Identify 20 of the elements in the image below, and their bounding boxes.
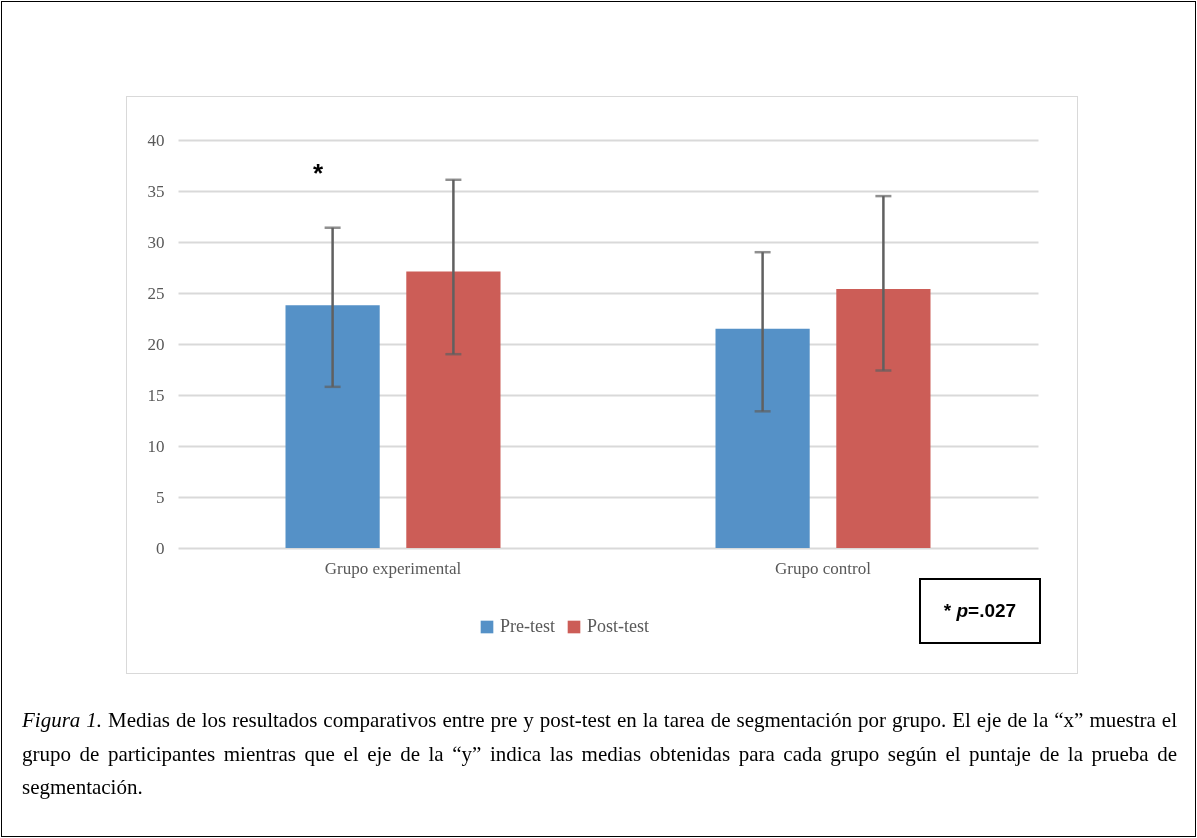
text: * p=.027 (919, 578, 1041, 644)
x-tick-label: Grupo experimental (324, 558, 462, 578)
bar (406, 271, 501, 548)
y-tick-label: 40 (147, 130, 165, 150)
bar (715, 328, 810, 548)
annotation: * (313, 158, 324, 189)
y-tick-label: 15 (147, 385, 165, 405)
y-tick-label: 35 (147, 181, 165, 201)
x-tick-label: Grupo control (775, 558, 872, 578)
bar (836, 288, 931, 548)
bar (285, 305, 380, 548)
legend-label: Post-test (587, 616, 650, 636)
y-tick-label: 10 (147, 436, 165, 456)
legend-label: Pre-test (500, 616, 555, 636)
text: Figura 1. Medias de los resultados comparativos entre pre y post-test en la tarea de segmentación por grupo. El eje de la “x” muestra el grupo de participantes mientras que el eje de la “y” indica las medias obtenidas para cada grupo según el puntaje de la prueba de segmentación. (22, 707, 1178, 802)
y-tick-label: 20 (147, 334, 165, 354)
y-tick-label: 5 (156, 487, 165, 507)
y-tick-label: 0 (156, 538, 165, 558)
y-tick-label: 30 (147, 232, 165, 252)
y-tick-label: 25 (147, 283, 165, 303)
